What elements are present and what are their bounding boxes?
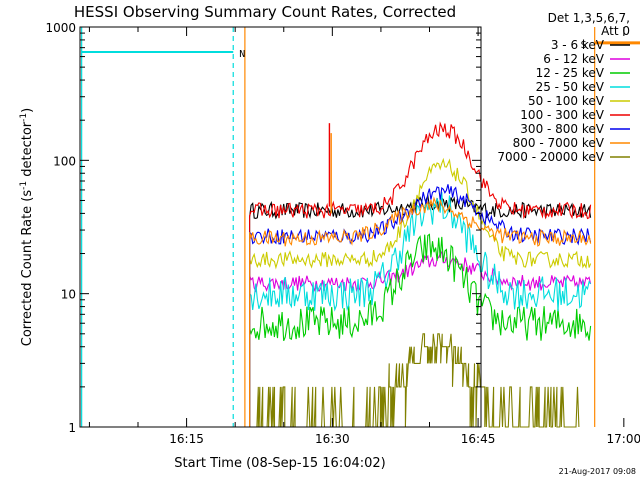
series-line [249,250,592,427]
flag-label: S [581,40,587,51]
legend-item-label: 25 - 50 keV [536,80,605,94]
y-axis-label-main: Corrected Count Rate (s [20,190,35,347]
series-line [249,193,592,427]
x-tick-label: 16:45 [461,432,496,446]
y-axis-label-sup2: -1 [19,113,29,122]
legend-item-label: 3 - 6 keV [551,38,605,52]
series-line [249,157,592,427]
legend-item-label: 6 - 12 keV [543,52,605,66]
series-line [249,121,592,427]
legend-item-label: 7000 - 20000 keV [497,150,604,164]
series-line [255,333,580,428]
legend-item-label: 12 - 25 keV [536,66,605,80]
y-axis-label-sup1: -1 [19,181,29,190]
plot-frame [79,26,482,428]
x-axis-label: Start Time (08-Sep-15 16:04:02) [174,456,385,471]
series-line [249,196,592,427]
legend-item-label: 50 - 100 keV [528,94,605,108]
legend-item-label: 800 - 7000 keV [513,136,605,150]
chart-title: HESSI Observing Summary Count Rates, Cor… [74,3,456,21]
x-tick-label: 16:30 [315,432,350,446]
series-line [249,233,592,427]
series-line [249,192,592,427]
footer-date: 21-Aug-2017 09:08 [559,467,636,476]
x-tick-label: 16:15 [169,432,204,446]
legend-item-label: 100 - 300 keV [520,108,604,122]
flag-label: N [239,49,245,60]
y-tick-label: 1 [68,421,76,435]
legend-header-line1: Det 1,3,5,6,7, [548,11,630,25]
y-axis-label-end: ) [20,108,35,113]
y-axis-label-mid: detector [20,121,35,181]
legend-header-line2: Att 0 [601,24,630,38]
y-tick-label: 1000 [45,21,76,35]
data-layer: NS [81,27,640,428]
legend-item-label: 300 - 800 keV [520,122,604,136]
y-tick-label: 10 [61,288,76,302]
y-axis-label: Corrected Count Rate (s-1 detector-1) [19,108,35,346]
y-tick-label: 100 [53,154,76,168]
x-tick-label: 17:00 [607,432,640,446]
